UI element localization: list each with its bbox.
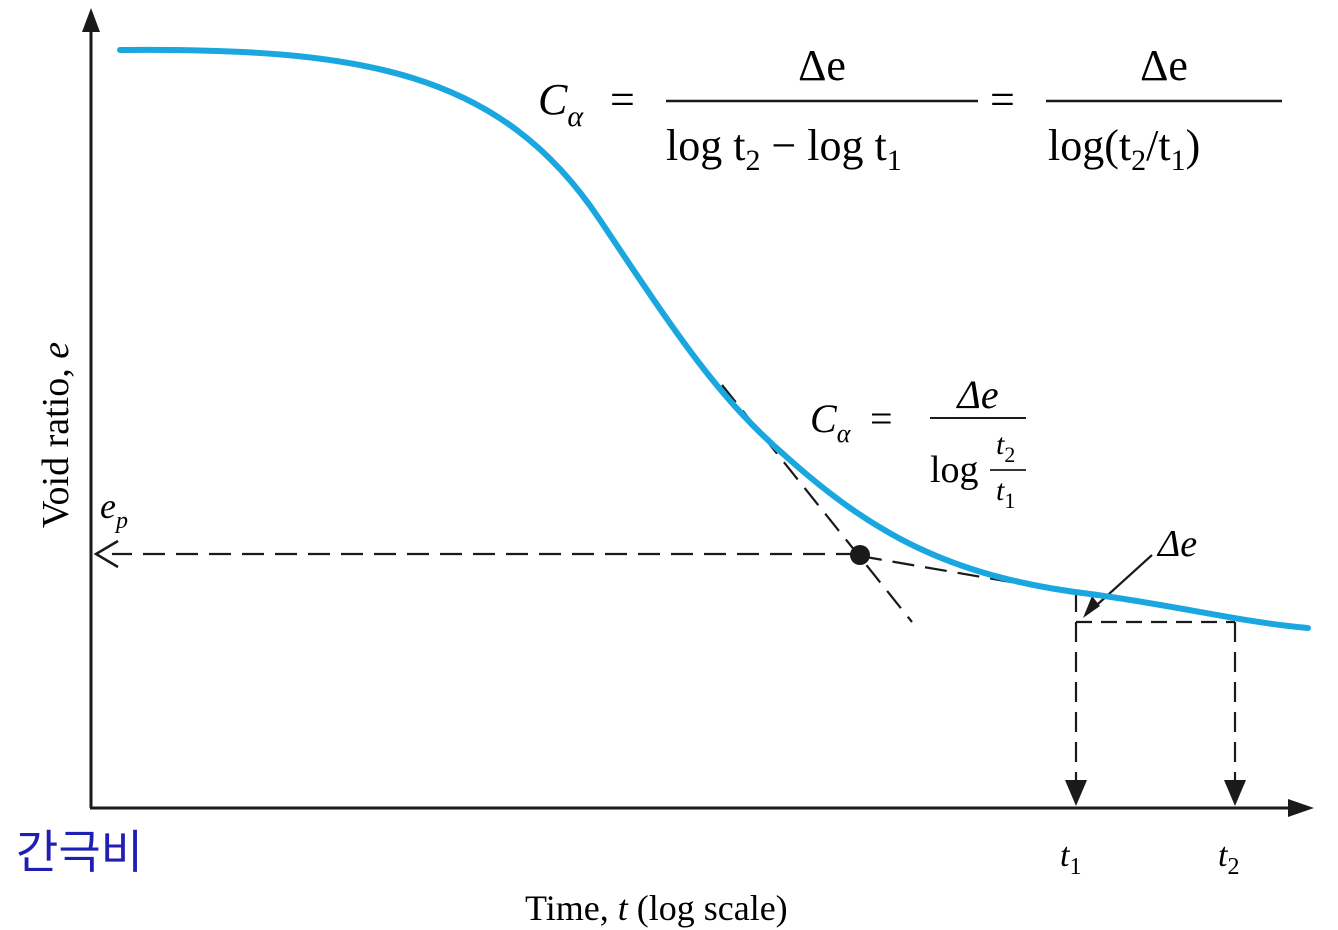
top-formula-den2: log(t2/t1) [1048,121,1200,177]
ep-label: ep [100,486,128,534]
mid-formula-lhs: Cα [810,396,852,448]
top-formula: Cα = Δe log t2 − log t1 = Δe log(t2/t1) [538,41,1282,177]
intersection-point [850,545,870,565]
top-formula-eq1: = [610,75,635,124]
korean-void-ratio-label: 간극비 [16,825,143,879]
t2-label: t2 [1218,837,1239,880]
ep-arrowhead [93,539,119,569]
y-axis-arrowhead [82,8,100,32]
mid-formula-eq: = [870,396,893,441]
x-axis-arrowhead [1288,799,1314,817]
void-ratio-curve [117,46,1311,631]
x-axis-label: Time, t (log scale) [525,888,788,928]
t1-label: t1 [1060,837,1081,880]
delta-e-label: Δe [1156,523,1197,565]
t2-arrowhead [1224,780,1246,806]
mid-formula-frac-den: t1 [996,474,1015,513]
top-formula-num1: Δe [798,41,846,90]
t1-arrowhead [1065,780,1087,806]
mid-formula: Cα = Δe log t2 t1 [810,372,1026,513]
delta-e-pointer [1087,554,1153,614]
top-formula-eq2: = [990,75,1015,124]
mid-formula-frac-num: t2 [996,428,1015,467]
top-formula-den1: log t2 − log t1 [666,121,902,177]
delta-e-pointer-arrowhead [1083,596,1100,618]
mid-formula-num: Δe [955,372,998,417]
y-axis-label: Void ratio, e [35,342,77,528]
top-formula-num2: Δe [1140,41,1188,90]
top-formula-lhs: Cα [538,75,584,133]
mid-formula-log: log [930,449,979,491]
